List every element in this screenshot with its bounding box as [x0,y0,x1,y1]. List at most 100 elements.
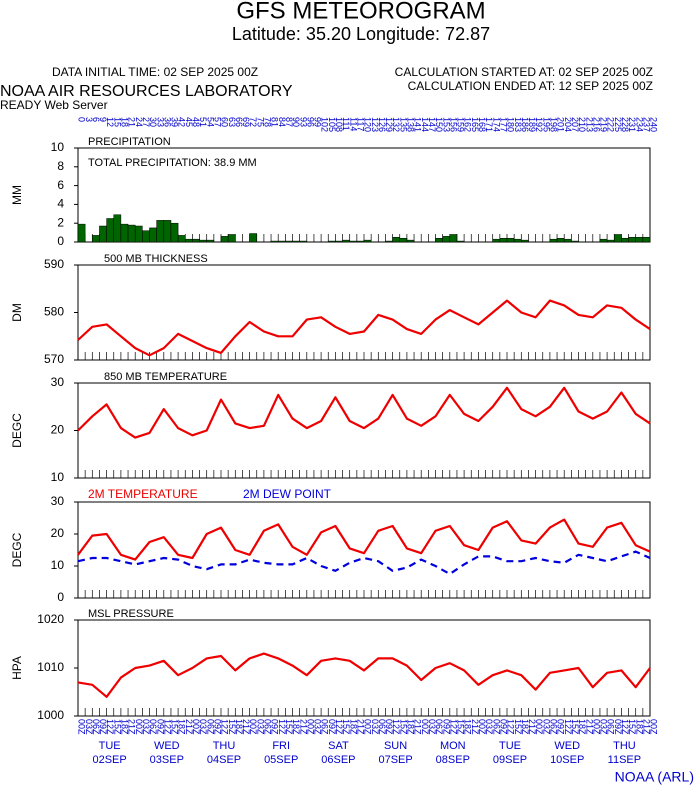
time-label: 03Z [313,719,323,735]
precip-bar [442,236,451,243]
day-date: 02SEP [92,754,126,766]
hour-label: 207 [570,117,580,132]
time-label: 15Z [570,719,580,735]
hour-label: 105 [327,117,337,132]
day-name: THU [213,740,236,752]
time-label: 00Z [420,719,430,735]
time-label: 06Z [377,719,387,735]
time-label: 15Z [170,719,180,735]
precip-bar [227,234,236,243]
time-label: 12Z [162,719,172,735]
hour-label: 0 [77,117,87,122]
precip-bar [599,238,608,243]
hour-label: 90 [291,117,301,127]
time-label: 21Z [298,719,308,735]
time-label: 03Z [141,719,151,735]
panel-frame [77,382,651,479]
day-date: 10SEP [550,754,584,766]
precip-bar [156,220,165,243]
y-tick-label: 6 [57,178,64,192]
time-label: 09Z [98,719,108,735]
time-label: 12Z [220,719,230,735]
hour-label: 129 [384,117,394,132]
time-label: 00Z [534,719,544,735]
y-tick-label: 2 [57,215,64,229]
precip-bar [506,237,515,243]
hour-label: 21 [127,117,137,127]
day-name: MON [440,740,466,752]
series-line [77,299,651,357]
time-label: 12Z [105,719,115,735]
precip-bar [106,218,114,243]
time-label: 06Z [491,719,501,735]
hour-label: 3 [84,117,94,122]
hour-label: 9 [98,117,108,122]
hour-label: 48 [191,117,201,127]
y-axis-label: DEGC [10,532,24,567]
time-label: 09Z [441,719,451,735]
hour-label: 201 [556,117,566,132]
precip-bar [185,238,193,243]
y-tick-label: 8 [57,159,64,173]
precip-bar [149,227,157,243]
hour-label: 99 [313,117,323,127]
y-tick-label: 1000 [37,708,64,722]
hour-label: 60 [220,117,230,127]
hour-label: 54 [205,117,215,127]
hour-label: 51 [198,117,208,127]
day-name: SUN [384,740,407,752]
precip-bar [335,240,343,243]
legend-entry: 2M TEMPERATURE [88,487,198,501]
time-label: 18Z [234,719,244,735]
time-label: 15Z [112,719,122,735]
y-axis-label: HPA [10,656,24,680]
precip-bar [635,237,644,243]
hour-label: 174 [491,117,501,132]
hour-label: 114 [348,117,358,131]
time-label: 06Z [606,719,616,735]
y-tick-label: 1010 [37,660,64,674]
y-tick-label: 10 [51,558,65,572]
hour-label: 228 [620,117,630,132]
y-tick-label: 20 [51,423,65,437]
hour-label: 144 [420,117,430,132]
time-label: 21Z [241,719,251,735]
precip-bar [99,225,107,243]
time-label: 00Z [305,719,315,735]
hour-label: 195 [541,117,551,132]
hour-label: 153 [441,117,451,132]
precip-bar [385,240,393,243]
time-label: 18Z [120,719,130,735]
panel-title: PRECIPITATION [88,136,171,148]
panel-title: 850 MB TEMPERATURE [104,371,227,383]
precip-bar [614,234,622,243]
time-label: 00Z [191,719,201,735]
data-initial: DATA INITIAL TIME: 02 SEP 2025 00Z [52,65,258,79]
hour-label: 81 [270,117,280,127]
time-label: 15Z [513,719,523,735]
precip-bar [513,238,522,243]
time-label: 12Z [334,719,344,735]
hour-label: 42 [177,117,187,127]
precip-bar [399,237,408,243]
time-label: 00Z [477,719,487,735]
time-label: 18Z [406,719,416,735]
time-label: 09Z [613,719,623,735]
day-date: 03SEP [150,754,184,766]
hour-label: 12 [105,117,115,127]
hour-label: 225 [613,117,623,132]
hour-label: 132 [391,117,401,132]
hour-label: 63 [227,117,237,127]
precip-bar [192,238,200,243]
time-label: 00Z [591,719,601,735]
series-line [77,550,651,576]
day-name: TUE [99,740,121,752]
hour-label: 198 [549,117,559,132]
time-label: 09Z [556,719,566,735]
hour-label: 93 [298,117,308,127]
hour-label: 180 [506,117,516,132]
time-label: 09Z [212,719,222,735]
precip-bar [120,223,129,243]
day-date: 07SEP [378,754,412,766]
